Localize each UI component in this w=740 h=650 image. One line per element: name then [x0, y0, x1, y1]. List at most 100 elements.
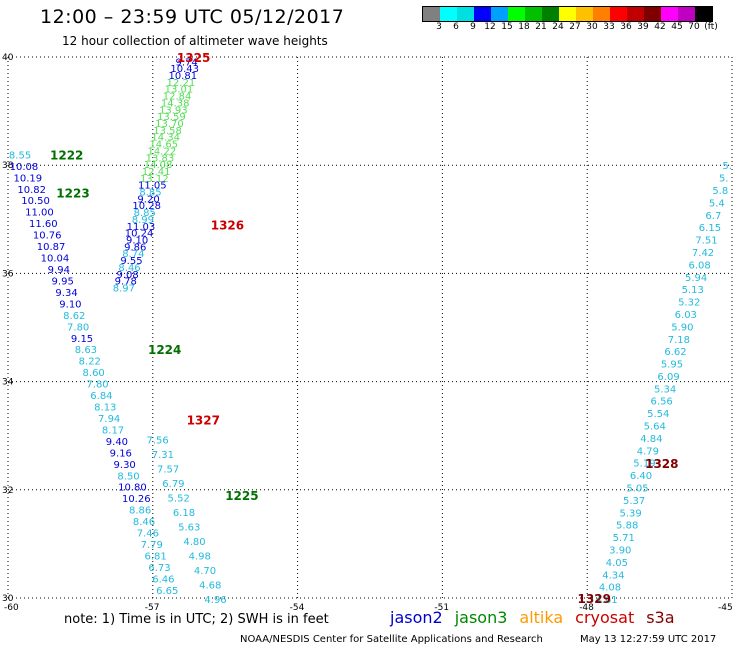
wave-height-value: 6.62 [664, 347, 686, 358]
wave-height-value: 5.52 [168, 494, 190, 505]
color-swatch [542, 7, 559, 21]
wave-height-value: 5.88 [616, 521, 638, 532]
wave-height-value: 4.80 [183, 537, 205, 548]
wave-height-value: 5.13 [682, 285, 704, 296]
wave-height-value: 5.8 [712, 186, 728, 197]
color-swatch [508, 7, 525, 21]
wave-height-value: 9.30 [114, 460, 136, 471]
wave-height-value: 9.78 [115, 277, 137, 288]
wave-height-value: 3.90 [609, 545, 631, 556]
wave-height-value: 7.56 [146, 435, 168, 446]
satellite-legend: jason2 jason3 altika cryosat s3a [390, 608, 687, 627]
wave-height-value: 7.79 [141, 540, 163, 551]
wave-height-value: 10.76 [33, 231, 62, 242]
wave-height-value: 5.94 [685, 273, 707, 284]
pass-label: 1326 [211, 219, 244, 233]
pass-label: 1328 [645, 457, 678, 471]
wave-height-value: 6.7 [705, 211, 721, 222]
wave-height-value: 14.22 [148, 146, 177, 157]
color-scale-label: 45 [671, 22, 683, 32]
generated-timestamp: May 13 12:27:59 UTC 2017 [580, 634, 717, 645]
color-scale-label: 36 [620, 22, 632, 32]
color-swatch [457, 7, 474, 21]
wave-height-value: 8.60 [83, 368, 105, 379]
wave-height-value: 9.20 [137, 194, 159, 205]
wave-height-value: 6.03 [675, 310, 697, 321]
pass-label: 1224 [148, 343, 181, 357]
wave-height-value: 8.22 [79, 357, 101, 368]
wave-height-value: 11.03 [127, 222, 156, 233]
page-subtitle: 12 hour collection of altimeter wave hei… [62, 34, 328, 48]
wave-height-value: 10.80 [118, 483, 147, 494]
lat-label: 30 [2, 594, 14, 604]
color-swatch [610, 7, 627, 21]
color-scale-label: 18 [518, 22, 530, 32]
page-title: 12:00 – 23:59 UTC 05/12/2017 [40, 6, 345, 28]
lon-label: -54 [290, 603, 305, 613]
wave-height-value: 13.70 [155, 119, 184, 130]
wave-height-value: 10.04 [41, 254, 70, 265]
wave-height-value: 6.65 [156, 586, 178, 597]
wave-height-value: 6.56 [651, 397, 673, 408]
color-scale-labels: 3 6 9 12 15 18 21 24 27 30 33 36 39 42 45 70 (ft) [422, 22, 740, 34]
color-scale-label: 27 [569, 22, 581, 32]
lon-label: -45 [718, 603, 733, 613]
wave-height-value: 13.01 [165, 85, 194, 96]
track-1325: 9.7410.4310.8112.2113.0112.8414.3813.931… [113, 57, 199, 294]
wave-height-value: 6.15 [699, 223, 721, 234]
wave-height-value: 9.94 [48, 265, 70, 276]
wave-height-value: 8.46 [118, 263, 140, 274]
lon-label: -51 [434, 603, 449, 613]
color-scale-bar [422, 6, 713, 22]
lat-label: 36 [2, 269, 14, 279]
wave-height-value: 5.63 [178, 523, 200, 534]
wave-height-value: 10.08 [10, 162, 39, 173]
wave-height-value: 8.46 [133, 517, 155, 528]
wave-height-value: 11.05 [138, 181, 167, 192]
track-1327: 7.56 7.31 7.57 6.79 5.52 6.18 5.63 4.80 4.98 4.70… [146, 435, 226, 606]
lon-label: -60 [4, 603, 19, 613]
wave-height-value: 12.84 [163, 92, 192, 103]
wave-height-value: 8.62 [63, 311, 85, 322]
wave-height-value: 10.82 [17, 185, 46, 196]
wave-height-value: 5. [719, 174, 729, 185]
wave-height-value: 9.55 [120, 256, 142, 267]
pass-label: 1329 [578, 592, 611, 606]
wave-height-value: 7.94 [98, 414, 120, 425]
wave-height-value: 9.74 [175, 57, 197, 68]
color-swatch [644, 7, 661, 21]
wave-height-value: 4.05 [606, 558, 628, 569]
wave-height-value: 9.16 [110, 448, 132, 459]
wave-height-value: 11.60 [29, 219, 58, 230]
wave-height-value: 5.39 [620, 508, 642, 519]
wave-height-value: 14.65 [149, 140, 178, 151]
wave-height-value: 9.40 [106, 437, 128, 448]
wave-height-value: 9.10 [59, 299, 81, 310]
wave-height-value: 9.10 [126, 235, 148, 246]
wave-height-value: 12.21 [167, 78, 196, 89]
color-swatch [559, 7, 576, 21]
color-scale-label: 12 [484, 22, 496, 32]
wave-height-value: 9.15 [71, 334, 93, 345]
wave-height-value: 13.58 [153, 126, 182, 137]
pass-label: 1223 [56, 186, 89, 200]
wave-height-value: 8.50 [117, 471, 139, 482]
pass-label: 1327 [187, 413, 220, 427]
legend-item-s3a: s3a [646, 608, 675, 627]
wave-height-value: 4.84 [640, 434, 662, 445]
color-scale-label: 30 [586, 22, 598, 32]
wave-height-value: 6.40 [630, 471, 652, 482]
wave-height-value: 8.17 [102, 425, 124, 436]
wave-height-value: 14.08 [144, 160, 173, 171]
wave-height-value: 5.05 [626, 484, 648, 495]
credit-line: NOAA/NESDIS Center for Satellite Applica… [240, 634, 543, 645]
color-scale-label: 39 [637, 22, 649, 32]
color-scale-label: 21 [535, 22, 547, 32]
color-scale-label: 6 [453, 22, 459, 32]
wave-height-value: 8.13 [94, 403, 116, 414]
wave-height-value: 9.86 [124, 242, 146, 253]
wave-height-value: 10.50 [21, 196, 50, 207]
wave-height-value: 5. [722, 161, 732, 172]
wave-height-value: 8.63 [75, 345, 97, 356]
